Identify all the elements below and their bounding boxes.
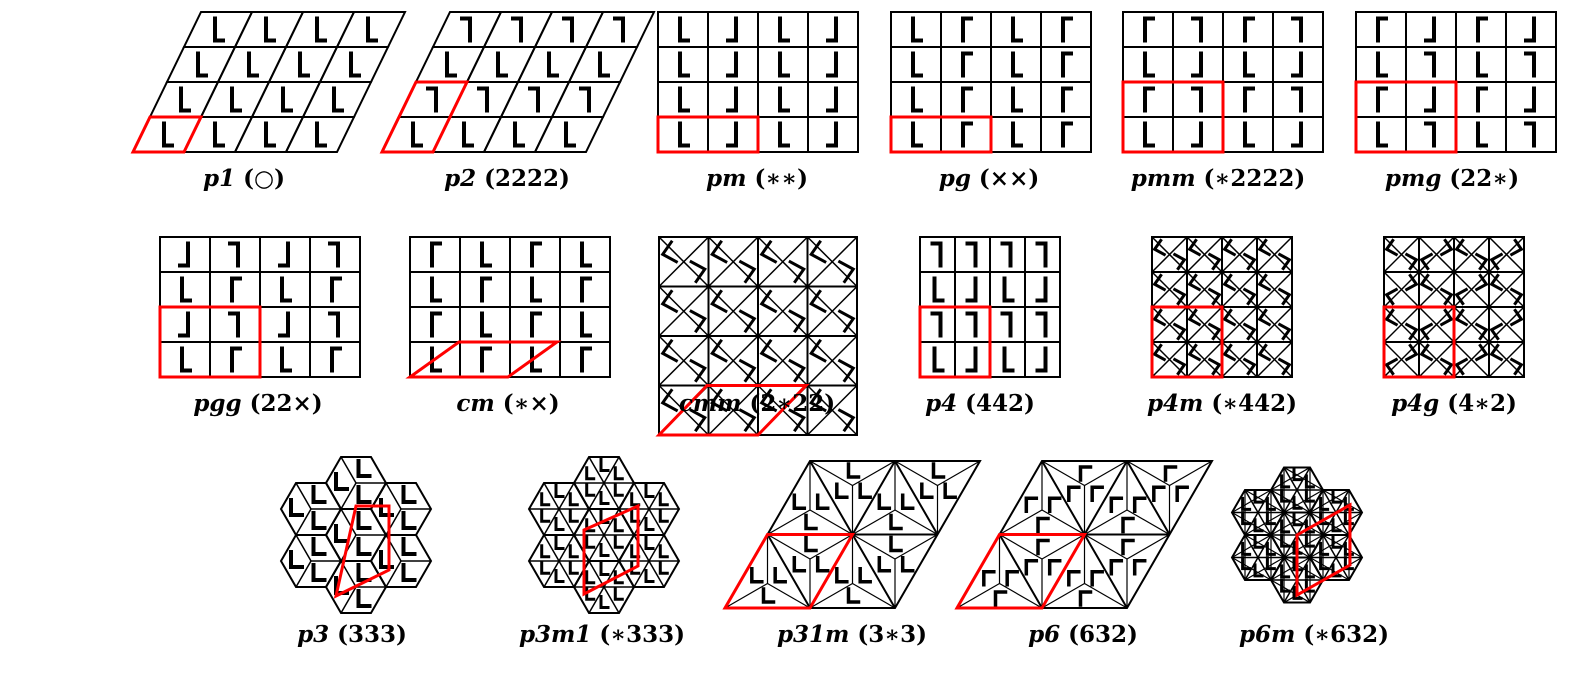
orbifold-notation: (442) bbox=[965, 390, 1035, 417]
orbifold-notation: (2∗22) bbox=[750, 390, 836, 417]
panel-cmm bbox=[655, 236, 858, 437]
group-name: p3 bbox=[297, 621, 329, 648]
group-name: pg bbox=[939, 165, 971, 192]
group-name: pmm bbox=[1131, 165, 1196, 192]
label-p3m1: p3m1 (∗333) bbox=[519, 621, 685, 648]
panel-cm bbox=[405, 236, 611, 379]
panel-pmg bbox=[1354, 11, 1557, 154]
group-name: p3m1 bbox=[519, 621, 591, 648]
label-pmg: pmg (22∗) bbox=[1385, 165, 1519, 192]
group-name: pm bbox=[706, 165, 746, 192]
group-name: cm bbox=[456, 390, 494, 417]
orbifold-notation: (22×) bbox=[250, 390, 323, 417]
panel-p3 bbox=[279, 456, 433, 614]
orbifold-notation: (∗632) bbox=[1303, 621, 1389, 648]
group-name: p6 bbox=[1028, 621, 1060, 648]
label-cmm: cmm (2∗22) bbox=[679, 390, 835, 417]
group-name: p6m bbox=[1239, 621, 1295, 648]
group-name: p4 bbox=[925, 390, 957, 417]
orbifold-notation: (3∗3) bbox=[857, 621, 927, 648]
label-cm: cm (∗×) bbox=[456, 390, 559, 417]
label-p4: p4 (442) bbox=[925, 390, 1035, 417]
orbifold-notation: (∗∗) bbox=[754, 165, 808, 192]
panel-pg bbox=[889, 11, 1092, 154]
panel-pmm bbox=[1121, 11, 1324, 154]
label-p6: p6 (632) bbox=[1028, 621, 1138, 648]
orbifold-notation: (∗×) bbox=[503, 390, 560, 417]
panel-p4 bbox=[918, 236, 1061, 379]
panel-pm bbox=[656, 11, 859, 154]
panel-p31m bbox=[722, 460, 982, 610]
panel-p3m1 bbox=[527, 456, 681, 614]
orbifold-notation: (4∗2) bbox=[1447, 390, 1517, 417]
panel-pgg bbox=[158, 236, 361, 379]
label-p1: p1 (○) bbox=[203, 165, 285, 192]
group-name: cmm bbox=[679, 390, 742, 417]
orbifold-notation: (∗333) bbox=[599, 621, 685, 648]
group-name: pgg bbox=[193, 390, 241, 417]
group-name: p2 bbox=[444, 165, 476, 192]
group-name: pmg bbox=[1385, 165, 1442, 192]
orbifold-notation: (××) bbox=[979, 165, 1039, 192]
label-p31m: p31m (3∗3) bbox=[777, 621, 927, 648]
orbifold-notation: (2222) bbox=[484, 165, 570, 192]
panel-p1 bbox=[130, 11, 407, 154]
label-p3: p3 (333) bbox=[297, 621, 407, 648]
orbifold-notation: (22∗) bbox=[1449, 165, 1519, 192]
label-pmm: pmm (∗2222) bbox=[1131, 165, 1305, 192]
label-p4m: p4m (∗442) bbox=[1147, 390, 1297, 417]
group-name: p4m bbox=[1147, 390, 1203, 417]
label-pm: pm (∗∗) bbox=[706, 165, 808, 192]
label-pg: pg (××) bbox=[939, 165, 1039, 192]
group-name: p1 bbox=[203, 165, 235, 192]
label-p2: p2 (2222) bbox=[444, 165, 570, 192]
group-name: p4g bbox=[1391, 390, 1439, 417]
orbifold-notation: (∗442) bbox=[1211, 390, 1297, 417]
panel-p6 bbox=[954, 460, 1214, 610]
panel-p4m bbox=[1150, 236, 1293, 379]
orbifold-notation: (∗2222) bbox=[1204, 165, 1306, 192]
label-pgg: pgg (22×) bbox=[193, 390, 322, 417]
orbifold-notation: (333) bbox=[337, 621, 407, 648]
panel-p6m bbox=[1230, 466, 1364, 604]
orbifold-notation: (○) bbox=[243, 165, 285, 192]
label-p4g: p4g (4∗2) bbox=[1391, 390, 1517, 417]
panel-p2 bbox=[379, 11, 656, 154]
panel-p4g bbox=[1382, 236, 1525, 379]
label-p6m: p6m (∗632) bbox=[1239, 621, 1389, 648]
group-name: p31m bbox=[777, 621, 849, 648]
orbifold-notation: (632) bbox=[1068, 621, 1138, 648]
